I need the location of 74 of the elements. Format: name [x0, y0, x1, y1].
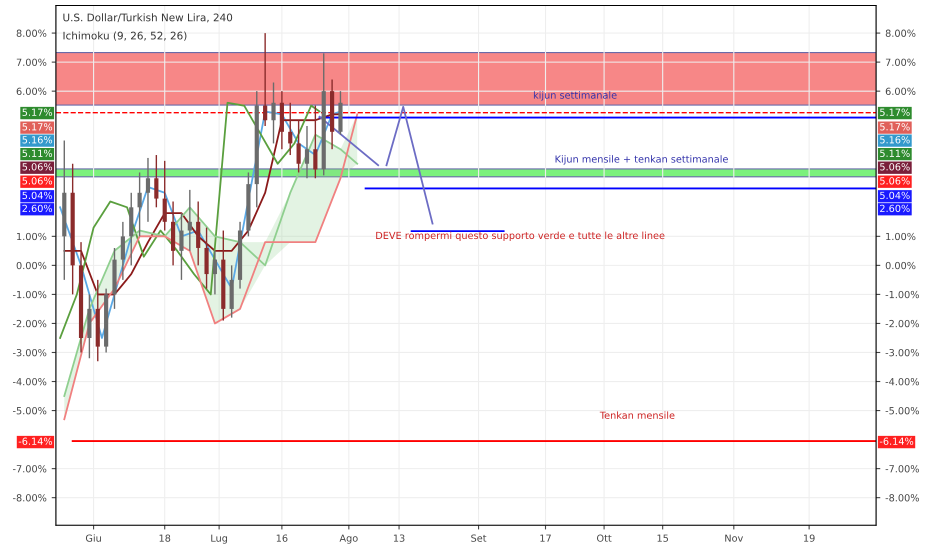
candlestick	[296, 120, 301, 174]
candlestick	[263, 32, 268, 127]
text: 5.04%	[22, 192, 52, 200]
y-tick-label: 8.00%	[16, 30, 46, 37]
text: -6.14%	[880, 438, 914, 445]
text: 5.17%	[22, 123, 52, 130]
x-tick-label: 19	[804, 534, 815, 542]
candlestick	[146, 157, 150, 223]
y2-tick-label: -5.00%	[886, 407, 919, 414]
candlestick	[154, 154, 158, 208]
x-tick-label: 17	[540, 534, 551, 542]
y2-tick-label: 0.00%	[886, 262, 916, 270]
y2-tick-label: 8.00%	[886, 30, 916, 37]
annotation: kijun settimanale	[534, 91, 617, 101]
x-tick-label: Set	[471, 534, 486, 542]
candlestick	[313, 104, 318, 179]
y-tick-label: -3.00%	[12, 348, 46, 356]
y2-tick-label: -2.00%	[886, 320, 919, 328]
y2-tick-label: -8.00%	[886, 494, 919, 502]
y2-tick-label: -3.00%	[886, 348, 919, 356]
annotation: Tenkan mensile	[600, 411, 674, 419]
candlestick	[179, 212, 184, 281]
y2-tick-label: 1.00%	[886, 232, 916, 240]
candlestick	[188, 189, 192, 252]
text: Ichimoku (9, 26, 52, 26)	[64, 31, 186, 41]
y-tick-label: -5.00%	[12, 407, 46, 414]
x-tick-label: 16	[276, 534, 288, 542]
y-tick-label: -7.00%	[12, 465, 46, 472]
annotation: DEVE rompermi questo supporto verde e tutte le altre linee	[376, 232, 664, 241]
text: 5.17%	[22, 108, 52, 116]
y-tick-label: -1.00%	[12, 290, 46, 298]
candlestick	[271, 82, 276, 144]
y2-tick-label: -7.00%	[886, 465, 919, 472]
x-tick-label: 15	[658, 534, 668, 542]
candlestick	[138, 172, 142, 238]
x-tick-label: 13	[394, 534, 404, 542]
y2-tick-label: 7.00%	[886, 58, 916, 66]
x-tick-label: 18	[160, 534, 170, 542]
x-tick-label: Ott	[596, 534, 612, 542]
y-tick-label: 6.00%	[16, 88, 46, 95]
y-tick-label: -4.00%	[12, 378, 46, 386]
text: 5.17%	[880, 123, 910, 130]
x-tick-label: Lug	[211, 534, 228, 544]
text: 5.11%	[22, 150, 52, 157]
text: U.S. Dollar/Turkish New Lira, 240	[63, 13, 232, 22]
text: 5.04%	[880, 192, 910, 200]
y-tick-label: -8.00%	[12, 494, 46, 502]
y2-tick-label: -1.00%	[886, 290, 919, 298]
candlestick	[120, 221, 125, 281]
text: 5.06%	[880, 163, 910, 170]
y-tick-label: 7.00%	[16, 58, 46, 66]
text: 5.11%	[880, 150, 910, 157]
text: 5.06%	[880, 177, 910, 185]
candlestick	[162, 160, 167, 232]
y2-tick-label: 6.00%	[886, 88, 916, 95]
x-tick-label: Giu	[86, 534, 101, 542]
x-tick-label: Nov	[725, 534, 744, 542]
text: 2.60%	[22, 204, 52, 212]
x-tick-label: Ago	[340, 534, 358, 544]
candlestick	[212, 250, 218, 296]
y-tick-label: 1.00%	[17, 232, 46, 240]
annotation: Kijun mensile + tenkan settimanale	[556, 155, 728, 165]
candlestick	[304, 125, 310, 179]
text: 5.06%	[22, 177, 52, 185]
text: 5.17%	[880, 108, 910, 116]
text: -6.14%	[18, 438, 52, 445]
y2-tick-label: -4.00%	[886, 378, 919, 386]
y-tick-label: -2.00%	[12, 320, 46, 328]
text: 5.16%	[880, 136, 910, 144]
candlestick	[288, 102, 292, 156]
text: 5.16%	[22, 136, 52, 144]
text: 5.06%	[22, 163, 52, 170]
y-tick-label: 0.00%	[16, 262, 46, 270]
text: 2.60%	[880, 204, 910, 212]
